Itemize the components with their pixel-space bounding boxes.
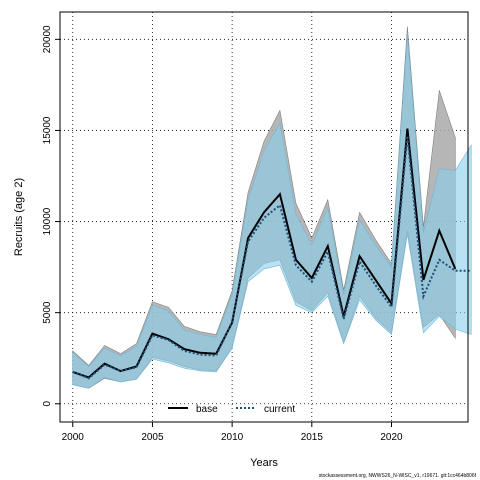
confidence-bands xyxy=(72,26,472,389)
y-tick-label: 10000 xyxy=(42,207,53,235)
x-axis: 2000 2005 2010 2015 2020 xyxy=(62,422,403,443)
x-tick-label: 2015 xyxy=(301,432,324,443)
y-tick-label: 20000 xyxy=(42,25,53,53)
plot-frame xyxy=(59,11,469,423)
series-lines xyxy=(72,128,472,380)
line-current xyxy=(72,135,472,380)
x-tick-label: 2010 xyxy=(221,432,244,443)
y-axis-title: Recruits (age 2) xyxy=(13,178,25,256)
x-tick-label: 2005 xyxy=(141,432,164,443)
x-tick-label: 2000 xyxy=(62,432,85,443)
y-tick-label: 5000 xyxy=(42,301,53,324)
source-footnote: stockassessment.org, NWWS26_N-WISC_v1, r… xyxy=(319,473,477,479)
x-axis-title: Years xyxy=(250,457,278,469)
y-axis: 0 5000 10000 15000 20000 xyxy=(42,25,60,407)
legend-label-base: base xyxy=(196,404,218,415)
legend-label-current: current xyxy=(264,404,295,415)
legend: base current xyxy=(168,404,295,415)
y-tick-label: 15000 xyxy=(42,116,53,144)
x-tick-label: 2020 xyxy=(380,432,403,443)
y-tick-label: 0 xyxy=(42,401,53,407)
